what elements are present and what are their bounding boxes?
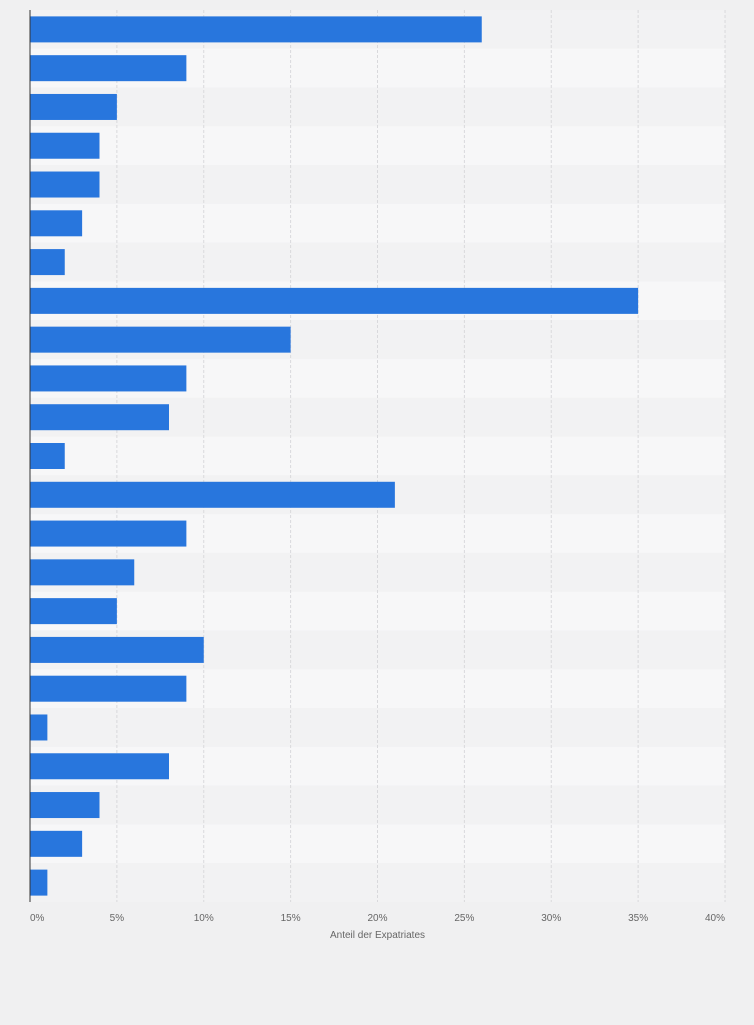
x-tick-label: 0% (30, 913, 45, 924)
x-tick-label: 10% (194, 913, 214, 924)
x-tick-label: 5% (110, 913, 125, 924)
x-tick-label: 35% (628, 913, 648, 924)
bar (30, 171, 100, 198)
x-tick-label: 25% (454, 913, 474, 924)
bar (30, 210, 83, 237)
bar (30, 365, 187, 392)
bar (30, 714, 48, 741)
bar (30, 404, 169, 431)
bar (30, 132, 100, 159)
bar (30, 249, 65, 276)
bar (30, 753, 169, 780)
bar (30, 636, 204, 663)
bar (30, 443, 65, 469)
bar (30, 287, 639, 314)
x-tick-labels: 0% 5% 10% 15% 20% 25% 30% 35% 40% (30, 913, 725, 924)
x-tick-label: 15% (281, 913, 301, 924)
bar (30, 481, 395, 508)
bar (30, 55, 187, 82)
x-tick-label: 20% (367, 913, 387, 924)
bar (30, 675, 187, 702)
bar (30, 598, 117, 625)
bar (30, 93, 117, 120)
bar (30, 326, 291, 353)
gridlines (116, 10, 726, 902)
x-axis-label: Anteil der Expatriates (330, 930, 425, 941)
x-tick-label: 30% (541, 913, 561, 924)
bar (30, 830, 83, 857)
bar (30, 792, 100, 819)
bar (30, 559, 135, 586)
bar (30, 869, 48, 896)
x-tick-label: 40% (705, 913, 725, 924)
bars (30, 16, 639, 896)
bar (30, 16, 482, 43)
bar (30, 520, 187, 547)
